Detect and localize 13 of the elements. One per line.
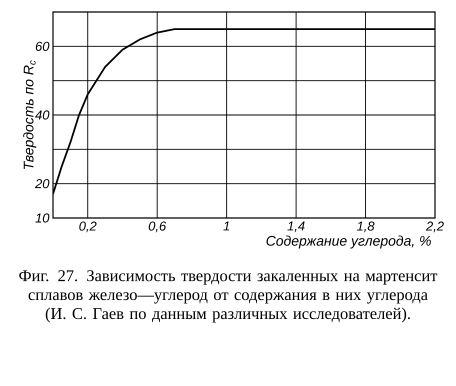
text: Фиг. 27. Зависимость твердости закаленных на мартенсит сплавов железо—углерод от содержания в них углерода (И. С. Гаев по данным различных исследователей). [19, 270, 438, 322]
y-tick-label: 20 [35, 179, 50, 188]
y-tick-label: 40 [35, 110, 50, 120]
x-tick-label: 0,2 [79, 222, 97, 232]
x-axis-title: Содержание углерода, % [266, 236, 431, 249]
x-tick-label: 1,4 [287, 222, 305, 232]
y-axis-title: Твердость по R$_{c}$ [23, 60, 36, 170]
y-tick-label: 60 [36, 42, 50, 51]
y-tick-label: 10 [35, 213, 50, 223]
x-tick-label: 0,6 [148, 222, 166, 232]
x-tick-label: 1,8 [356, 222, 374, 232]
x-tick-label: 1 [223, 222, 230, 230]
x-tick-label: 2,2 [426, 222, 444, 232]
